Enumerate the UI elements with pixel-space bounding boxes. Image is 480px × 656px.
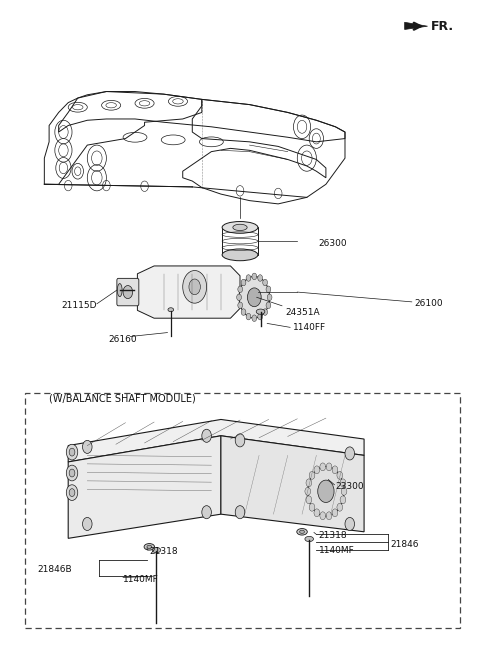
Polygon shape [221,436,364,532]
Ellipse shape [256,309,265,314]
Circle shape [320,512,325,520]
Circle shape [306,496,312,504]
Circle shape [235,434,245,447]
Circle shape [123,285,132,298]
Circle shape [66,444,78,460]
Circle shape [83,440,92,453]
Circle shape [305,487,311,495]
Circle shape [266,286,271,293]
Circle shape [238,286,242,293]
Circle shape [326,463,332,471]
Circle shape [258,275,263,281]
Circle shape [263,309,267,316]
Text: 1140FF: 1140FF [292,323,325,333]
Text: 1140MF: 1140MF [319,546,355,554]
Circle shape [235,506,245,519]
Ellipse shape [222,249,258,260]
Circle shape [337,503,343,511]
Circle shape [83,518,92,531]
Circle shape [238,302,242,308]
Polygon shape [68,436,221,539]
Circle shape [314,509,320,517]
Ellipse shape [117,283,122,297]
Text: 1140MF: 1140MF [123,575,159,584]
Text: FR.: FR. [431,20,454,33]
Circle shape [326,512,332,520]
Ellipse shape [305,537,313,542]
Ellipse shape [297,529,307,535]
Circle shape [239,276,270,318]
Circle shape [183,270,206,303]
Circle shape [252,315,257,321]
Text: 24351A: 24351A [285,308,320,317]
Bar [222,228,258,255]
Ellipse shape [147,545,152,548]
Circle shape [202,506,211,519]
Ellipse shape [222,222,258,234]
Circle shape [189,279,200,295]
Text: 26160: 26160 [109,335,137,344]
Circle shape [258,314,263,320]
Circle shape [340,479,346,487]
Text: 21318: 21318 [149,547,178,556]
Circle shape [69,489,75,497]
Circle shape [252,273,257,279]
Text: 26300: 26300 [319,239,348,247]
Circle shape [266,302,271,308]
Circle shape [340,496,346,504]
Circle shape [246,314,251,320]
Ellipse shape [233,224,247,230]
Circle shape [66,465,78,481]
Text: 21846: 21846 [390,541,419,549]
Circle shape [332,509,338,517]
Ellipse shape [144,544,155,550]
Circle shape [308,466,344,516]
Circle shape [241,279,246,286]
Circle shape [314,466,320,474]
Circle shape [320,463,325,471]
Text: 21115D: 21115D [61,300,96,310]
Circle shape [241,309,246,316]
Text: 26100: 26100 [414,298,443,308]
Polygon shape [137,266,240,318]
Circle shape [267,294,272,300]
Circle shape [345,518,355,531]
Text: (W/BALANCE SHAFT MODULE): (W/BALANCE SHAFT MODULE) [49,393,196,403]
Circle shape [306,479,312,487]
Circle shape [318,480,334,502]
Circle shape [337,472,343,480]
Ellipse shape [152,548,161,553]
FancyBboxPatch shape [117,278,139,306]
Circle shape [341,487,347,495]
Text: 21846B: 21846B [37,565,72,574]
Circle shape [248,288,261,307]
Circle shape [66,485,78,501]
Circle shape [246,275,251,281]
Circle shape [309,503,315,511]
Circle shape [237,294,241,300]
Circle shape [263,279,267,286]
Circle shape [345,447,355,460]
Circle shape [69,469,75,477]
Circle shape [202,429,211,442]
Polygon shape [405,22,428,30]
Ellipse shape [300,530,304,533]
Ellipse shape [168,308,174,312]
Circle shape [69,448,75,456]
Circle shape [332,466,338,474]
Text: 21318: 21318 [319,531,348,541]
Circle shape [309,472,315,480]
Text: 23300: 23300 [336,482,364,491]
Polygon shape [68,419,364,462]
